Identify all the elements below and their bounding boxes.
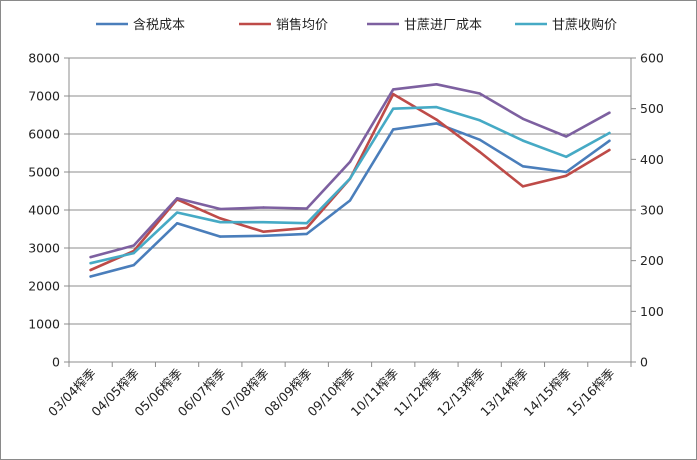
data-point bbox=[219, 207, 222, 211]
data-point bbox=[435, 105, 438, 109]
data-point bbox=[348, 160, 352, 164]
data-point bbox=[478, 138, 481, 141]
data-point bbox=[608, 139, 611, 143]
legend-label: 甘蔗进厂成本 bbox=[404, 18, 482, 33]
data-point bbox=[435, 118, 438, 121]
data-point bbox=[348, 199, 352, 202]
left-axis-tick-label: 4000 bbox=[28, 203, 60, 218]
data-point bbox=[608, 111, 611, 114]
legend-label: 甘蔗收购价 bbox=[552, 17, 617, 33]
right-axis-tick-label: 500 bbox=[640, 101, 664, 116]
data-point bbox=[262, 220, 265, 224]
x-axis-tick-label: 15/16榨季 bbox=[564, 365, 618, 419]
right-axis-tick-label: 600 bbox=[640, 51, 664, 66]
left-axis-tick-label: 7000 bbox=[28, 89, 60, 104]
data-point bbox=[175, 222, 179, 225]
legend-label: 含税成本 bbox=[133, 17, 185, 33]
data-point bbox=[392, 88, 395, 91]
data-point bbox=[478, 92, 481, 95]
left-axis-tick-label: 5000 bbox=[28, 165, 60, 180]
data-point bbox=[305, 221, 308, 225]
left-axis-tick-label: 8000 bbox=[28, 51, 60, 66]
data-point bbox=[435, 83, 438, 86]
data-point bbox=[89, 275, 92, 278]
data-point bbox=[435, 122, 438, 125]
data-point bbox=[564, 170, 568, 174]
data-point bbox=[608, 148, 611, 152]
right-axis-tick-label: 200 bbox=[640, 253, 664, 268]
data-point bbox=[392, 92, 395, 96]
data-point bbox=[521, 165, 525, 168]
data-point bbox=[564, 155, 568, 158]
data-point bbox=[305, 226, 308, 230]
legend-label: 销售均价 bbox=[276, 17, 328, 33]
data-point bbox=[392, 128, 395, 131]
right-axis-tick-label: 300 bbox=[640, 203, 664, 218]
data-point bbox=[478, 150, 481, 154]
left-axis-tick-label: 3000 bbox=[28, 241, 60, 256]
data-point bbox=[305, 232, 308, 236]
data-point bbox=[132, 251, 136, 255]
left-axis-tick-label: 2000 bbox=[28, 279, 60, 294]
data-point bbox=[89, 268, 92, 272]
right-axis-tick-label: 400 bbox=[640, 152, 664, 167]
data-point bbox=[262, 206, 265, 209]
data-point bbox=[392, 107, 395, 110]
data-point bbox=[219, 220, 222, 224]
right-axis-tick-label: 100 bbox=[640, 304, 664, 319]
data-point bbox=[219, 217, 222, 220]
series-layer bbox=[89, 83, 611, 278]
data-point bbox=[219, 235, 222, 238]
data-point bbox=[132, 263, 136, 267]
right-axis-tick-label: 0 bbox=[640, 355, 648, 370]
data-point bbox=[175, 211, 179, 214]
data-point bbox=[262, 230, 265, 233]
data-point bbox=[564, 174, 568, 177]
data-point bbox=[564, 135, 568, 138]
data-point bbox=[478, 119, 481, 122]
left-axis-tick-label: 1000 bbox=[28, 317, 60, 332]
left-axis-tick-label: 0 bbox=[52, 355, 60, 370]
grid-layer bbox=[69, 57, 631, 325]
data-point bbox=[608, 131, 611, 135]
series-line-1 bbox=[89, 92, 611, 272]
axis-layer: 0 1000 2000 3000 4000 5000 6000 7000 8000 0 100 200… bbox=[28, 51, 664, 420]
data-point bbox=[132, 244, 136, 247]
legend: 含税成本 销售均价 甘蔗进厂成本 甘蔗收购价 bbox=[96, 17, 617, 33]
data-point bbox=[89, 262, 92, 265]
data-point bbox=[262, 234, 265, 238]
data-point bbox=[89, 255, 92, 259]
data-point bbox=[348, 177, 352, 180]
left-axis-tick-label: 6000 bbox=[28, 127, 60, 142]
data-point bbox=[521, 139, 525, 142]
data-point bbox=[305, 207, 308, 210]
data-point bbox=[175, 197, 179, 200]
data-point bbox=[521, 117, 525, 121]
data-point bbox=[521, 185, 525, 188]
